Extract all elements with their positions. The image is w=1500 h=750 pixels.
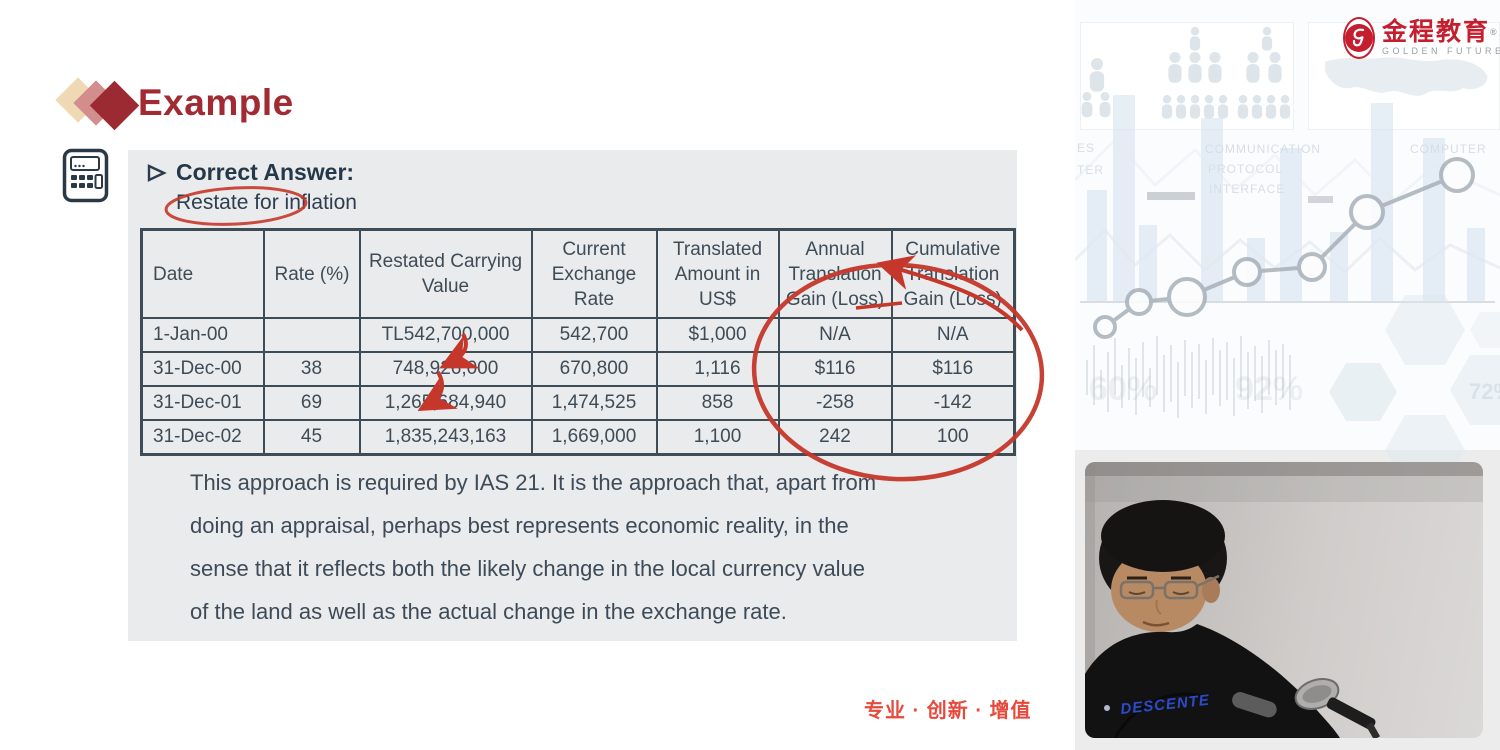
answer-detail: Restate for inflation	[176, 191, 357, 214]
table-cell: 31-Dec-02	[140, 419, 265, 456]
table-cell: 748,926,000	[358, 351, 533, 387]
table-row: 31-Dec-01 69 1,265,684,940 1,474,525 858…	[140, 385, 1016, 421]
table-row: 31-Dec-00 38 748,926,000 670,800 1,116 $…	[140, 351, 1016, 387]
logo-chinese-text: 金程教育	[1382, 17, 1491, 46]
table-cell: N/A	[777, 317, 893, 353]
table-cell: 1,835,243,163	[358, 419, 533, 456]
table-cell: 670,800	[530, 351, 658, 387]
table-cell: -142	[890, 385, 1016, 421]
table-cell: 858	[655, 385, 780, 421]
table-header-cell: Current Exchange Rate	[530, 228, 658, 319]
table-cell: 242	[777, 419, 893, 456]
calculator-icon	[62, 148, 109, 203]
table-header-cell: Annual Translation Gain (Loss)	[777, 228, 893, 319]
translation-table: Date Rate (%) Restated Carrying Value Cu…	[140, 228, 1016, 456]
table-cell: 1,669,000	[530, 419, 658, 456]
table-cell: 69	[262, 385, 361, 421]
table-cell: 1,474,525	[530, 385, 658, 421]
table-cell: N/A	[890, 317, 1016, 353]
table-header-row: Date Rate (%) Restated Carrying Value Cu…	[140, 228, 1016, 319]
instructor-webcam-video: DESCENTE	[1085, 462, 1483, 738]
table-cell: TL542,700,000	[358, 317, 533, 353]
table-header-cell: Date	[140, 228, 265, 319]
explanation-paragraph-line: sense that it reflects both the likely c…	[190, 556, 866, 581]
table-header-cell: Cumulative Translation Gain (Loss)	[890, 228, 1016, 319]
arrow-bullet-icon	[147, 164, 167, 182]
table-cell: $116	[777, 351, 893, 387]
brand-slogan: 专业 · 创新 · 增值	[864, 700, 1032, 722]
logo-registered-mark: ®	[1490, 26, 1499, 37]
golden-future-logo: 金程教育® GOLDEN FUTURE	[1343, 14, 1500, 62]
table-row: 1-Jan-00 TL542,700,000 542,700 $1,000 N/…	[140, 317, 1016, 353]
table-header-cell: Rate (%)	[262, 228, 361, 319]
table-cell: -258	[777, 385, 893, 421]
table-header-cell: Restated Carrying Value	[358, 228, 533, 319]
logo-english-text: GOLDEN FUTURE	[1382, 45, 1500, 56]
logo-seal-icon	[1343, 17, 1375, 59]
table-header-cell: Translated Amount in US$	[655, 228, 780, 319]
watermark-card-people	[1080, 22, 1294, 130]
table-cell: 31-Dec-00	[140, 351, 265, 387]
table-cell: 45	[262, 419, 361, 456]
table-cell: 31-Dec-01	[140, 385, 265, 421]
table-cell: 542,700	[530, 317, 658, 353]
answer-heading: Correct Answer:	[176, 159, 355, 185]
table-cell: 1,100	[655, 419, 780, 456]
microphone-icon	[1294, 678, 1381, 738]
table-cell: $1,000	[655, 317, 780, 353]
table-row: 31-Dec-02 45 1,835,243,163 1,669,000 1,1…	[140, 419, 1016, 456]
instructor-figure: DESCENTE	[1085, 462, 1483, 738]
explanation-paragraph-line: This approach is required by IAS 21. It …	[190, 470, 877, 495]
table-cell	[262, 317, 361, 353]
explanation-paragraph-line: doing an appraisal, perhaps best represe…	[190, 513, 849, 538]
table-cell: 38	[262, 351, 361, 387]
table-cell: 1-Jan-00	[140, 317, 265, 353]
table-cell: 100	[890, 419, 1016, 456]
slide-title: Example	[138, 82, 294, 123]
explanation-paragraph-line: of the land as well as the actual change…	[190, 599, 787, 624]
table-cell: $116	[890, 351, 1016, 387]
table-cell: 1,265,684,940	[358, 385, 533, 421]
table-cell: 1,116	[655, 351, 780, 387]
